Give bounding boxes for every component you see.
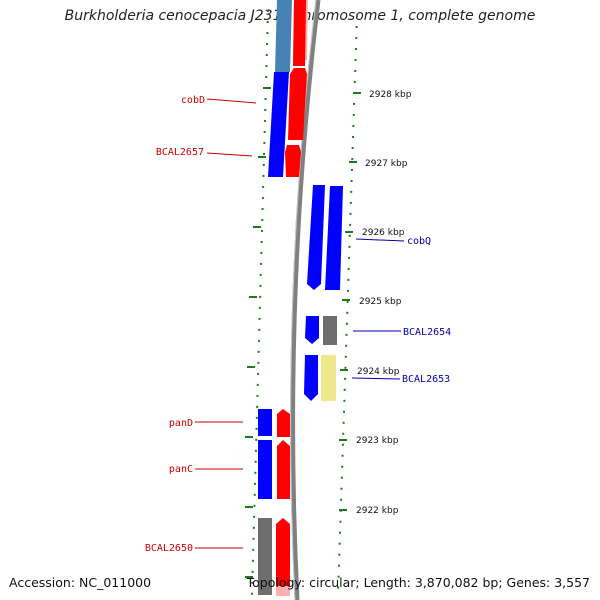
right-scale-ticks [339,92,361,511]
accession-text: Accession: NC_011000 [9,575,152,590]
gene-label-bcal2650[interactable]: BCAL2650 [145,543,193,554]
cds-panc-red[interactable] [277,440,290,499]
gene-label-cobd[interactable]: cobD [181,95,205,106]
left-scale-ticks [245,87,271,578]
tick-label-2926: 2926 kbp [362,228,405,238]
gene-label-bcal2657[interactable]: BCAL2657 [156,147,204,158]
bcal2653-leader-line [351,377,401,380]
bcal2657-leader-line [206,152,253,157]
chromosome-backbone-highlight [290,0,317,600]
tick-label-2928: 2928 kbp [369,90,412,100]
chromosome-backbone [290,0,321,600]
cds-bottom-pink[interactable] [276,586,290,596]
scale-dotted-line-right [337,14,358,596]
cobd-leader-line [206,98,257,104]
gene-label-panc[interactable]: panC [169,464,193,475]
cds-cobd-blue[interactable] [268,72,289,177]
cds-bcal2654-gray[interactable] [323,316,337,345]
gene-label-bcal2654[interactable]: BCAL2654 [403,327,451,338]
cds-bcal2654-blue[interactable] [305,316,319,344]
cds-block-steelblue-top[interactable] [275,0,292,72]
tick-label-2922: 2922 kbp [356,506,399,516]
scale-dotted-line-left [251,9,269,596]
cds-pand-blue[interactable] [258,409,272,436]
cds-bcal2653-blue[interactable] [304,355,318,401]
cds-block-red-top[interactable] [293,0,306,66]
cds-bcal2653-yellow[interactable] [321,355,336,401]
gene-label-cobq[interactable]: cobQ [407,236,431,247]
cds-bcal2650-gray[interactable] [258,518,272,595]
cobq-leader-line [355,238,405,242]
topology-text: Topology: circular; Length: 3,870,082 bp… [246,575,590,590]
cds-bcal2650-red[interactable] [276,518,290,592]
gene-label-bcal2653[interactable]: BCAL2653 [402,374,450,385]
cds-red-arrow-2[interactable] [285,145,301,177]
gene-label-pand[interactable]: panD [169,418,193,429]
tick-label-2924: 2924 kbp [357,367,400,377]
cds-panc-blue[interactable] [258,440,272,499]
cds-red-arrow-1[interactable] [288,68,307,140]
cds-cobq-right[interactable] [325,186,343,290]
cds-pand-red[interactable] [277,409,290,437]
tick-label-2925: 2925 kbp [359,297,402,307]
tick-label-2927: 2927 kbp [365,159,408,169]
cds-cobq-left[interactable] [307,185,325,290]
tick-label-2923: 2923 kbp [356,436,399,446]
